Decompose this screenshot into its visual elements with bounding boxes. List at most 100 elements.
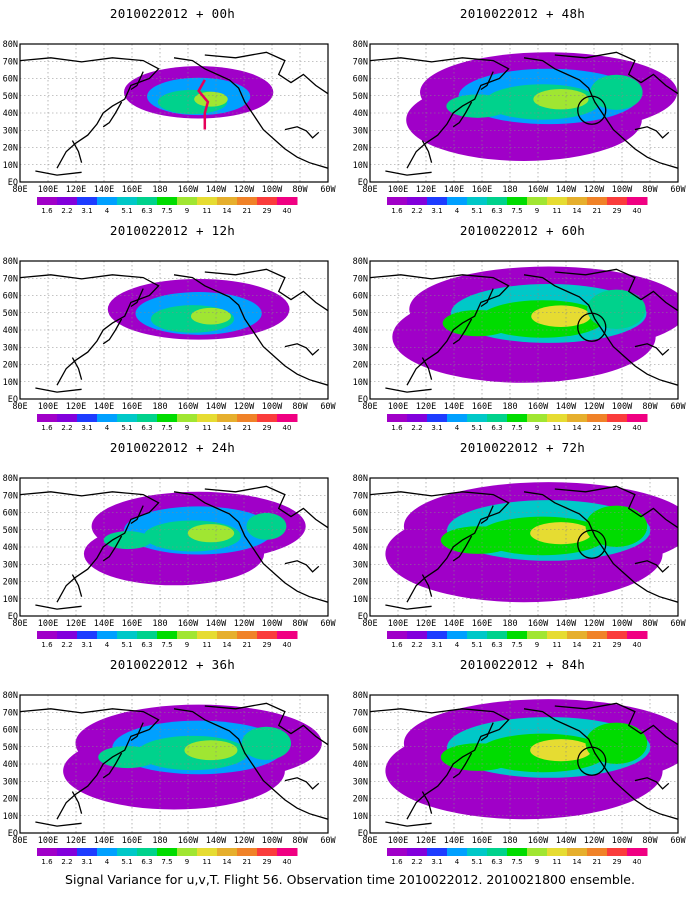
lat-tick-label: 40N bbox=[353, 109, 368, 119]
lon-tick-label: 140E bbox=[94, 619, 114, 629]
lat-tick-label: 50N bbox=[353, 526, 368, 536]
colorbar-swatch bbox=[547, 414, 568, 422]
lon-tick-label: 80W bbox=[642, 185, 658, 195]
panel-title: 2010022012 + 60h bbox=[459, 223, 586, 238]
lon-tick-label: 160W bbox=[178, 836, 199, 846]
lon-tick-label: 160W bbox=[528, 619, 549, 629]
colorbar-label: 1.6 bbox=[391, 641, 403, 649]
colorbar-swatch bbox=[427, 197, 448, 205]
lat-tick-label: 70N bbox=[3, 491, 18, 501]
coastline bbox=[102, 318, 123, 345]
lon-tick-label: 120E bbox=[416, 402, 436, 412]
lon-tick-label: 160E bbox=[472, 619, 492, 629]
colorbar-label: 14 bbox=[573, 858, 582, 866]
colorbar-swatch bbox=[467, 631, 488, 639]
colorbar-label: 21 bbox=[243, 858, 252, 866]
lon-tick-label: 160E bbox=[472, 402, 492, 412]
lat-tick-label: EQ bbox=[8, 829, 18, 839]
colorbar-label: 40 bbox=[633, 858, 642, 866]
colorbar-swatch bbox=[117, 848, 138, 856]
colorbar-swatch bbox=[487, 414, 508, 422]
variance-contour bbox=[184, 740, 238, 761]
map-frame bbox=[19, 694, 329, 834]
panel-title: 2010022012 + 12h bbox=[109, 223, 236, 238]
coastline bbox=[385, 170, 432, 176]
colorbar-swatch bbox=[37, 848, 58, 856]
colorbar-swatch bbox=[57, 631, 78, 639]
lat-tick-label: 30N bbox=[3, 560, 18, 570]
coastline bbox=[523, 274, 678, 386]
lat-tick-label: 70N bbox=[353, 274, 368, 284]
variance-contour bbox=[187, 524, 235, 543]
lat-tick-label: EQ bbox=[8, 178, 18, 188]
colorbar-swatch bbox=[217, 414, 238, 422]
coastline bbox=[452, 101, 473, 128]
lon-tick-label: 160E bbox=[122, 185, 142, 195]
forecast-panel: 2010022012 + 36h 80N 70N 60N 50N 40N 30N 20N 10N… bbox=[0, 651, 345, 876]
lon-tick-label: 140W bbox=[556, 185, 577, 195]
lon-tick-label: 120W bbox=[234, 185, 255, 195]
lat-tick-label: 50N bbox=[353, 309, 368, 319]
coastline bbox=[204, 702, 328, 746]
coastline bbox=[480, 288, 494, 308]
colorbar-label: 2.2 bbox=[411, 858, 422, 866]
lat-tick-label: 30N bbox=[3, 126, 18, 136]
colorbar-swatch bbox=[627, 414, 648, 422]
coastline bbox=[523, 491, 678, 603]
coastline bbox=[634, 560, 670, 573]
coastlines bbox=[20, 485, 328, 610]
colorbar-swatch bbox=[607, 197, 628, 205]
lon-tick-label: 120E bbox=[66, 836, 86, 846]
lat-tick-label: 50N bbox=[353, 743, 368, 753]
forecast-panel: 2010022012 + 24h 80N 70N 60N 50N 40N 30N 20N 10N… bbox=[0, 434, 345, 659]
lat-tick-label: 10N bbox=[3, 812, 18, 822]
coastlines bbox=[370, 268, 678, 393]
lon-tick-label: 60W bbox=[670, 185, 686, 195]
lon-tick-label: 100W bbox=[262, 836, 283, 846]
lat-tick-label: 70N bbox=[3, 708, 18, 718]
lon-tick-label: 60W bbox=[320, 836, 336, 846]
colorbar-label: 29 bbox=[263, 641, 272, 649]
lon-tick-label: 80E bbox=[362, 185, 377, 195]
lon-tick-label: 60W bbox=[670, 619, 686, 629]
colorbar-label: 14 bbox=[573, 207, 582, 215]
colorbar-swatch bbox=[447, 631, 468, 639]
colorbar-label: 2.2 bbox=[411, 424, 422, 432]
colorbar-label: 5.1 bbox=[121, 424, 132, 432]
colorbar-label: 7.5 bbox=[511, 424, 522, 432]
lon-tick-label: 100E bbox=[388, 619, 408, 629]
lon-tick-label: 120E bbox=[416, 185, 436, 195]
coastline bbox=[385, 387, 432, 393]
lat-tick-label: 80N bbox=[3, 691, 18, 701]
colorbar-swatch bbox=[177, 631, 198, 639]
coastline bbox=[173, 491, 328, 603]
colorbar-label: 21 bbox=[243, 424, 252, 432]
colorbar-label: 5.1 bbox=[471, 641, 482, 649]
lon-tick-label: 180 bbox=[152, 836, 167, 846]
colorbar-label: 14 bbox=[223, 641, 232, 649]
lat-tick-label: 20N bbox=[353, 144, 368, 154]
colorbar-swatch bbox=[627, 197, 648, 205]
lon-tick-label: 180 bbox=[502, 619, 517, 629]
variance-contour bbox=[446, 94, 510, 118]
colorbar-swatch bbox=[487, 197, 508, 205]
lat-tick-label: 30N bbox=[353, 777, 368, 787]
coastline bbox=[480, 505, 494, 525]
colorbar-swatch bbox=[217, 631, 238, 639]
coastline bbox=[173, 57, 328, 169]
colorbar-label: 1.6 bbox=[41, 424, 53, 432]
colorbar-label: 2.2 bbox=[411, 207, 422, 215]
coastline bbox=[20, 708, 160, 820]
lon-tick-label: 160W bbox=[528, 402, 549, 412]
colorbar-swatch bbox=[177, 414, 198, 422]
colorbar-swatch bbox=[527, 197, 548, 205]
colorbar-label: 6.3 bbox=[491, 641, 502, 649]
colorbar-swatch bbox=[387, 848, 408, 856]
lon-tick-label: 120E bbox=[66, 619, 86, 629]
colorbar-label: 6.3 bbox=[141, 424, 152, 432]
flight-track bbox=[197, 79, 210, 130]
lon-tick-label: 80E bbox=[12, 185, 27, 195]
colorbar-label: 11 bbox=[553, 858, 562, 866]
lon-tick-label: 100E bbox=[38, 836, 58, 846]
colorbar-label: 29 bbox=[613, 858, 622, 866]
